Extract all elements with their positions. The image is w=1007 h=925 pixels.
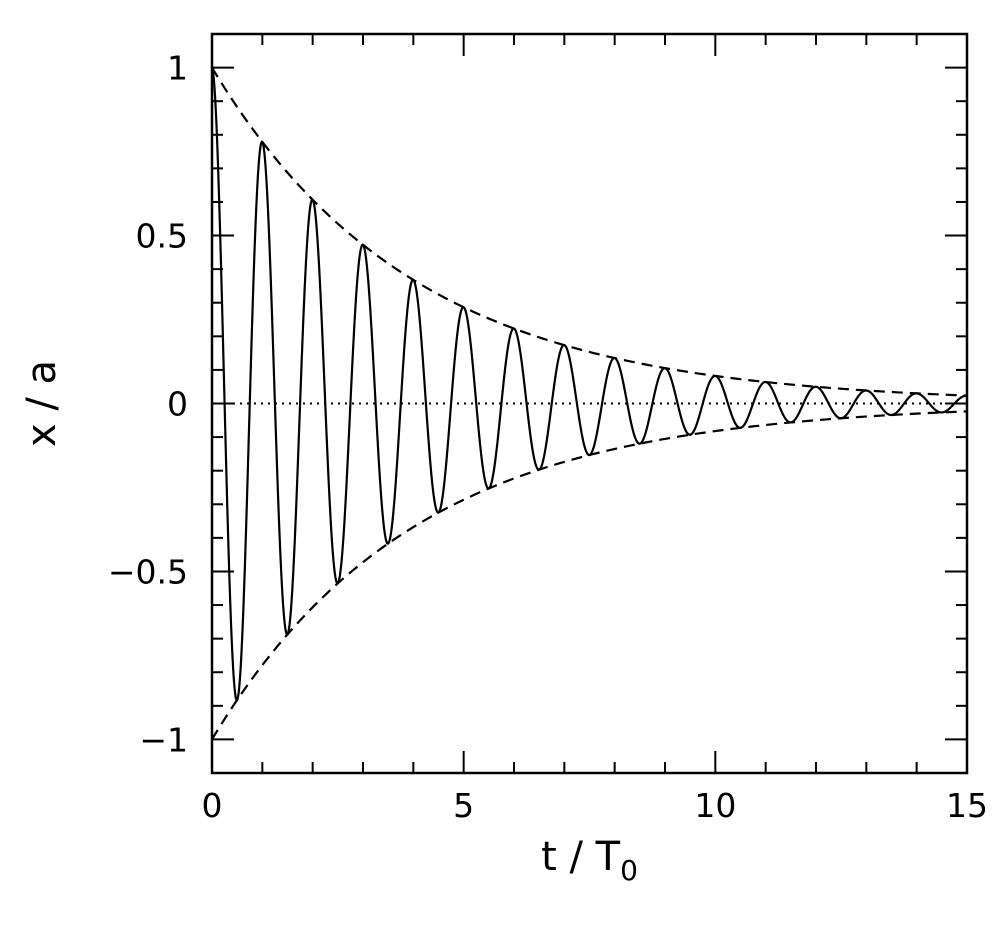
x-tick-label: 15 bbox=[946, 786, 988, 825]
labels-layer: 0 5 10 15 1 0.5 0 −0.5 −1 bbox=[108, 49, 988, 825]
x-axis-title-main: t / T bbox=[541, 834, 621, 880]
ticks-layer bbox=[211, 33, 968, 774]
y-tick-label: −0.5 bbox=[108, 552, 188, 591]
y-tick-label: 0 bbox=[167, 385, 188, 424]
x-tick-label: 5 bbox=[453, 786, 474, 825]
plot-frame bbox=[210, 32, 969, 775]
series-layer bbox=[210, 67, 968, 740]
x-axis-title-subscript: 0 bbox=[620, 854, 638, 887]
y-axis-title: x / a bbox=[19, 360, 65, 447]
x-axis-title: t / T0 bbox=[541, 834, 638, 887]
y-tick-label: 0.5 bbox=[136, 217, 188, 256]
y-tick-label: −1 bbox=[139, 720, 188, 759]
envelope-line bbox=[211, 410, 968, 740]
damped-oscillation-line bbox=[210, 67, 967, 702]
x-tick-label: 10 bbox=[694, 786, 736, 825]
envelope-line bbox=[211, 67, 968, 397]
x-tick-label: 0 bbox=[202, 786, 223, 825]
y-tick-label: 1 bbox=[167, 49, 188, 88]
